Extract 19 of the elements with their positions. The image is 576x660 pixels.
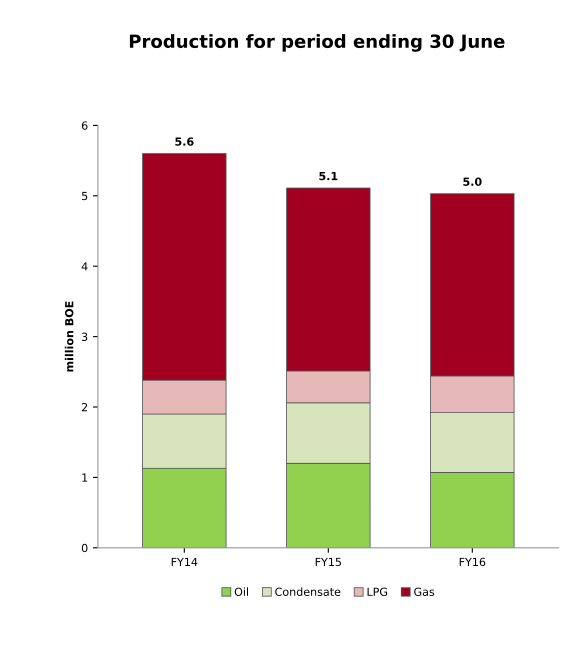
y-tick-label: 2 bbox=[82, 402, 88, 412]
legend-label: Condensate bbox=[275, 587, 340, 596]
total-label: 5.0 bbox=[463, 178, 482, 186]
x-tick-label: FY15 bbox=[316, 558, 342, 566]
y-tick-label: 0 bbox=[82, 544, 88, 552]
y-axis-title: million BOE bbox=[64, 302, 74, 372]
y-tick-label: 3 bbox=[82, 332, 88, 341]
y-tick-label: 4 bbox=[82, 262, 88, 270]
legend-label: Oil bbox=[234, 587, 248, 596]
x-tick-label: FY16 bbox=[460, 558, 486, 566]
y-tick-label: 5 bbox=[82, 192, 88, 200]
y-tick-label: 1 bbox=[82, 474, 88, 482]
y-tick-label: 6 bbox=[82, 121, 88, 130]
x-tick-label: FY14 bbox=[172, 558, 198, 566]
total-label: 5.1 bbox=[319, 172, 338, 180]
legend-label: LPG bbox=[368, 588, 388, 596]
legend-label: Gas bbox=[414, 588, 434, 596]
chart-title: Production for period ending 30 June bbox=[130, 34, 504, 52]
total-label: 5.6 bbox=[175, 137, 194, 146]
